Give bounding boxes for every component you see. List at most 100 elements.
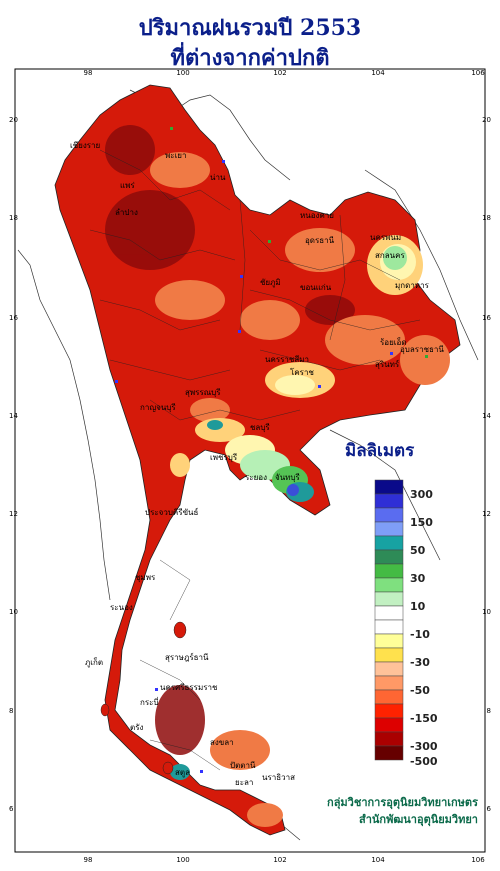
place-label: ชลบุรี xyxy=(250,423,270,432)
place-label: จันทบุรี xyxy=(275,473,301,482)
legend-label: 50 xyxy=(410,544,426,557)
place-label: สุพรรณบุรี xyxy=(185,388,221,397)
legend-swatch xyxy=(374,689,404,705)
legend-label: 150 xyxy=(410,516,433,529)
map-title: ปริมาณฝนรวมปี 2553 xyxy=(138,15,362,41)
place-label: ประจวบคีรีขันธ์ xyxy=(145,507,199,517)
green-zones xyxy=(170,246,407,780)
lon-tick-bottom: 106 xyxy=(471,856,485,864)
place-label: น่าน xyxy=(210,173,226,182)
legend-label: -150 xyxy=(410,712,438,725)
place-label: นครศรีธรรมราช xyxy=(160,683,218,692)
legend-swatch xyxy=(374,479,404,495)
legend-swatch xyxy=(374,507,404,523)
credit-line-2: สำนักพัฒนาอุตุนิยมวิทยา xyxy=(359,813,478,826)
place-label: เชียงราย xyxy=(70,141,100,150)
lat-tick-right: 10 xyxy=(482,608,491,616)
place-label: พะเยา xyxy=(165,151,186,160)
lat-tick-left: 14 xyxy=(9,412,18,420)
place-label: นราธิวาส xyxy=(262,773,295,782)
legend-swatch xyxy=(374,619,404,635)
credit-line-1: กลุ่มวิชาการอุตุนิยมวิทยาเกษตร xyxy=(327,796,478,809)
lon-tick-top: 98 xyxy=(84,69,93,77)
legend-swatch xyxy=(374,675,404,691)
legend-label: 30 xyxy=(410,572,426,585)
lat-tick-left: 16 xyxy=(9,314,18,322)
province-borders xyxy=(89,149,421,771)
lat-tick-right: 20 xyxy=(482,116,491,124)
lat-tick-right: 16 xyxy=(482,314,491,322)
place-label: อุบลราชธานี xyxy=(400,345,444,354)
place-label: สกลนคร xyxy=(375,251,405,260)
lat-tick-left: 12 xyxy=(9,510,18,518)
place-label: กาญจนบุรี xyxy=(140,403,176,412)
place-label: ร้อยเอ็ด xyxy=(380,337,407,347)
legend-swatch xyxy=(374,703,404,719)
place-label: ชัยภูมิ xyxy=(260,278,281,288)
legend-swatch xyxy=(374,605,404,621)
place-label: กระบี่ xyxy=(140,696,159,707)
legend-label: -30 xyxy=(410,656,430,669)
place-label: สุรินทร์ xyxy=(375,359,400,369)
place-label: ยะลา xyxy=(235,778,253,787)
station-points xyxy=(115,127,428,773)
lon-tick-bottom: 102 xyxy=(273,856,286,864)
place-label: นครราชสีมา xyxy=(265,355,309,364)
islands xyxy=(100,621,187,775)
lon-tick-bottom: 100 xyxy=(176,856,189,864)
legend-swatch xyxy=(374,493,404,509)
lat-tick-right: 18 xyxy=(482,214,491,222)
legend-label: -50 xyxy=(410,684,430,697)
lat-tick-right: 6 xyxy=(487,805,492,813)
legend-swatch xyxy=(374,661,404,677)
place-label: นครพนม xyxy=(370,233,401,242)
legend-bar xyxy=(374,479,404,761)
lon-tick-top: 100 xyxy=(176,69,189,77)
lon-tick-top: 106 xyxy=(471,69,485,77)
lat-tick-left: 18 xyxy=(9,214,18,222)
place-label: สตูล xyxy=(175,768,190,778)
place-label: โคราช xyxy=(290,367,314,377)
legend-swatch xyxy=(374,745,404,761)
place-label: ปัตตานี xyxy=(230,761,256,770)
lat-tick-left: 8 xyxy=(9,707,13,715)
place-label: หนองคาย xyxy=(300,211,334,220)
lat-tick-left: 20 xyxy=(9,116,18,124)
legend-swatch xyxy=(374,633,404,649)
lon-tick-bottom: 98 xyxy=(84,856,93,864)
legend-label: -10 xyxy=(410,628,430,641)
place-label: เพชรบุรี xyxy=(210,453,238,462)
place-label: ลำปาง xyxy=(115,208,138,217)
legend-swatch xyxy=(374,731,404,747)
legend-swatch xyxy=(374,549,404,565)
legend-swatch xyxy=(374,591,404,607)
lon-tick-top: 104 xyxy=(371,69,385,77)
place-label: สุราษฎร์ธานี xyxy=(165,652,209,662)
place-label: ชุมพร xyxy=(135,573,156,582)
lat-tick-right: 8 xyxy=(487,707,491,715)
legend-label: -500 xyxy=(410,755,438,768)
place-label: มุกดาหาร xyxy=(395,281,430,290)
place-label: ภูเก็ต xyxy=(85,657,103,668)
place-label: ขอนแก่น xyxy=(300,283,332,292)
legend-swatch xyxy=(374,577,404,593)
lat-tick-left: 10 xyxy=(9,608,18,616)
place-label: อุดรธานี xyxy=(305,236,335,245)
place-label: สงขลา xyxy=(210,738,234,747)
lat-tick-right: 12 xyxy=(482,510,491,518)
place-label: ระยอง xyxy=(245,473,267,482)
legend-label: 300 xyxy=(410,488,433,501)
legend-swatch xyxy=(374,563,404,579)
place-label: ตรัง xyxy=(130,723,143,732)
legend-swatch xyxy=(374,521,404,537)
place-label: ระนอง xyxy=(110,603,133,612)
map-subtitle: ที่ต่างจากค่าปกติ xyxy=(170,45,330,71)
lat-tick-right: 14 xyxy=(482,412,491,420)
legend-labels: 300 150 50 30 10 -10 -30 -50 -150 -300 -500 xyxy=(410,488,438,768)
dark-red-zones xyxy=(105,125,355,755)
legend-label: 10 xyxy=(410,600,426,613)
lat-tick-left: 6 xyxy=(9,805,14,813)
legend-swatch xyxy=(374,535,404,551)
legend-label: -300 xyxy=(410,740,438,753)
